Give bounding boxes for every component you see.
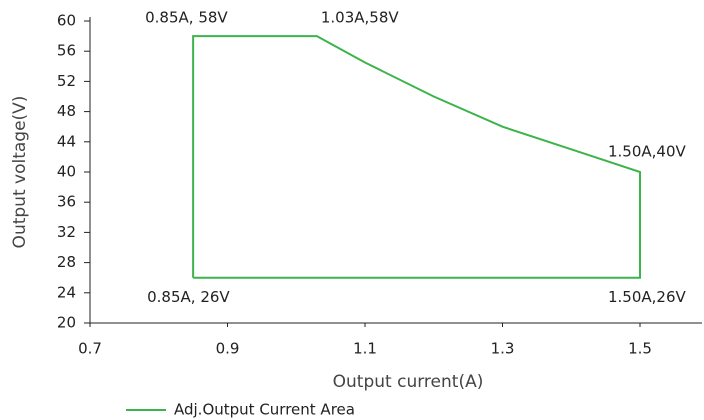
y-axis-label: Output voltage(V) bbox=[10, 96, 30, 249]
y-tick-label: 40 bbox=[57, 163, 76, 181]
annotation: 1.50A,40V bbox=[608, 143, 687, 161]
annotation: 1.03A,58V bbox=[321, 9, 400, 27]
y-tick-label: 32 bbox=[57, 223, 76, 241]
x-tick-label: 0.7 bbox=[78, 340, 102, 358]
y-tick-label: 48 bbox=[57, 102, 76, 120]
x-axis-label: Output current(A) bbox=[333, 372, 484, 392]
y-tick-label: 56 bbox=[57, 42, 76, 60]
legend-label: Adj.Output Current Area bbox=[174, 401, 355, 419]
x-tick-label: 1.1 bbox=[353, 340, 377, 358]
y-tick-label: 60 bbox=[57, 12, 76, 30]
annotation: 0.85A, 58V bbox=[145, 9, 228, 27]
y-tick-label: 52 bbox=[57, 72, 76, 90]
y-tick-label: 24 bbox=[57, 283, 76, 301]
y-tick-label: 28 bbox=[57, 253, 76, 271]
y-tick-label: 44 bbox=[57, 132, 76, 150]
annotation: 1.50A,26V bbox=[608, 288, 687, 306]
y-tick-label: 36 bbox=[57, 193, 76, 211]
area-outline bbox=[192, 35, 641, 279]
y-tick-label: 20 bbox=[57, 314, 76, 332]
x-tick-label: 1.5 bbox=[628, 340, 652, 358]
x-tick-label: 0.9 bbox=[216, 340, 240, 358]
annotation: 0.85A, 26V bbox=[147, 288, 230, 306]
x-tick-label: 1.3 bbox=[491, 340, 515, 358]
